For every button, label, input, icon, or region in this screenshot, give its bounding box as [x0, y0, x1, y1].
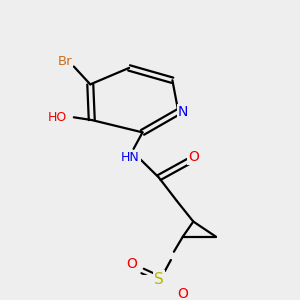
- Text: S: S: [154, 272, 164, 287]
- Text: HN: HN: [121, 151, 140, 164]
- Text: O: O: [188, 150, 199, 164]
- Text: O: O: [177, 287, 188, 300]
- Text: Br: Br: [58, 55, 72, 68]
- Text: O: O: [127, 257, 137, 271]
- Text: HO: HO: [48, 111, 67, 124]
- Text: N: N: [178, 105, 188, 119]
